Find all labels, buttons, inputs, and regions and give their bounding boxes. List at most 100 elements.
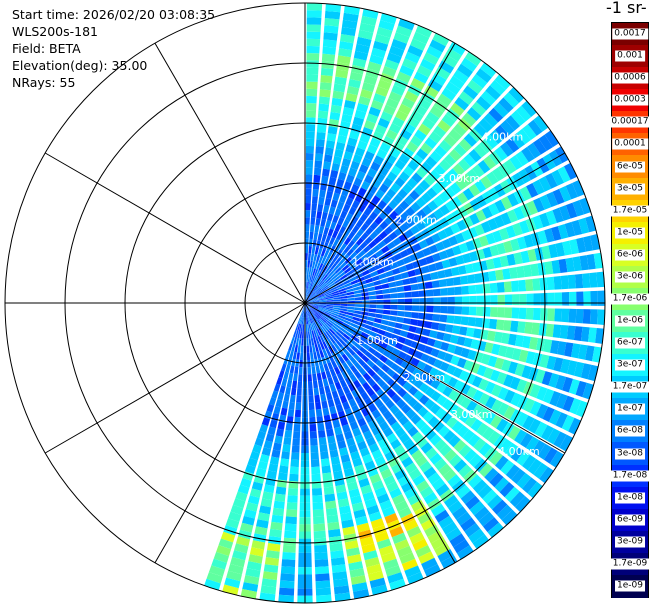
range-gate	[369, 296, 376, 300]
colorbar-label: 6e-06	[615, 249, 645, 260]
range-gate	[312, 246, 316, 253]
range-gate	[322, 54, 335, 62]
range-gate	[325, 494, 336, 502]
range-gate	[317, 204, 323, 212]
range-gate	[281, 364, 287, 372]
range-gate	[316, 139, 325, 147]
range-gate	[306, 153, 314, 160]
colorbar-label: 1e-09	[615, 580, 645, 591]
colorbar-label: 1e-07	[615, 404, 645, 415]
range-gate	[361, 292, 369, 296]
range-gate	[290, 467, 299, 475]
range-gate	[272, 508, 284, 516]
range-gate	[431, 322, 439, 330]
range-gate	[322, 168, 330, 176]
range-gate	[387, 276, 395, 282]
range-gate	[287, 495, 297, 503]
range-gate	[327, 213, 333, 221]
range-gate	[315, 153, 323, 161]
range-gate	[312, 367, 316, 375]
range-gate	[348, 304, 355, 307]
range-gate	[305, 224, 309, 231]
range-gate	[312, 196, 318, 204]
range-gate	[375, 314, 383, 319]
range-gate	[402, 278, 410, 285]
colorbar-label: 1e-08	[615, 492, 645, 503]
colorbar-label: 1.7e-08	[611, 470, 650, 481]
range-gate	[467, 274, 475, 284]
range-gate	[276, 429, 284, 437]
range-gate	[341, 299, 348, 302]
range-gate	[397, 311, 405, 317]
range-gate	[308, 246, 311, 253]
range-gate	[316, 366, 321, 374]
range-gate	[490, 307, 498, 317]
range-gate	[306, 103, 316, 110]
range-gate	[318, 103, 329, 111]
range-gate	[404, 292, 412, 298]
range-label-upper: 1.00km	[352, 255, 394, 268]
range-gate	[316, 409, 323, 417]
range-gate	[401, 272, 409, 279]
range-gate	[524, 322, 532, 334]
range-gate	[432, 280, 440, 288]
range-gate	[295, 403, 301, 410]
colorbar-title: -1 sr-	[606, 0, 647, 17]
range-gate	[281, 566, 295, 574]
range-gate	[390, 310, 398, 315]
range-gate	[496, 319, 504, 330]
range-gate	[306, 60, 318, 68]
range-gate	[297, 345, 300, 352]
range-gate	[289, 474, 298, 482]
range-gate	[322, 465, 331, 473]
range-gate	[583, 291, 590, 306]
range-gate	[285, 516, 297, 524]
range-gate	[326, 303, 333, 305]
range-gate	[324, 25, 339, 33]
range-gate	[291, 388, 296, 396]
range-gate	[376, 309, 384, 314]
range-gate	[328, 529, 341, 538]
range-gate	[307, 360, 311, 367]
range-gate	[533, 308, 541, 320]
range-gate	[327, 436, 335, 444]
range-gate	[294, 424, 301, 432]
range-gate	[439, 279, 447, 287]
range-gate	[293, 431, 300, 439]
range-gate	[325, 11, 340, 20]
range-gate	[320, 82, 332, 90]
range-gate	[317, 125, 327, 133]
range-gate	[309, 395, 314, 402]
range-gate	[354, 293, 361, 297]
range-gate	[306, 132, 315, 139]
range-gate	[495, 269, 504, 280]
range-gate	[326, 508, 338, 516]
range-label-lower: 3.00km	[451, 408, 493, 421]
range-gate	[299, 360, 303, 367]
range-gate	[276, 487, 287, 495]
range-gate	[323, 408, 330, 416]
range-gate	[301, 339, 303, 346]
range-gate	[310, 431, 317, 439]
nrays-label: NRays: 55	[12, 74, 215, 91]
range-gate	[292, 381, 297, 389]
range-gate	[280, 580, 295, 588]
range-gate	[318, 380, 323, 388]
elevation-label: Elevation(deg): 35.00	[12, 57, 215, 74]
range-gate	[540, 308, 548, 321]
range-gate	[517, 321, 525, 333]
range-gate	[390, 305, 397, 310]
range-gate	[328, 443, 337, 451]
range-gate	[447, 306, 454, 314]
range-gate	[305, 217, 309, 224]
range-label-lower: 1.00km	[356, 334, 398, 347]
range-gate	[270, 522, 282, 531]
range-gate	[321, 458, 330, 466]
range-gate	[575, 274, 583, 289]
range-gate	[554, 276, 562, 290]
range-gate	[576, 309, 584, 323]
range-gate	[425, 313, 433, 320]
range-gate	[311, 452, 319, 460]
range-gate	[376, 305, 383, 309]
